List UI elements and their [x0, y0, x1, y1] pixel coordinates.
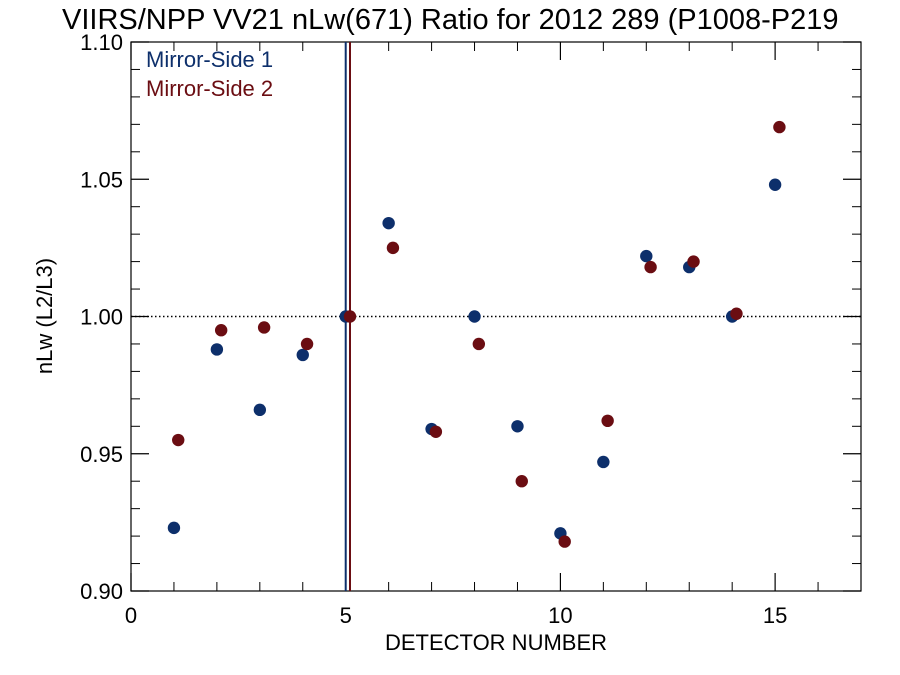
point-series-1	[253, 403, 267, 417]
point-series-2	[343, 310, 357, 323]
x-tick-label: 10	[548, 603, 572, 628]
point-series-2	[172, 433, 185, 447]
point-series-2	[773, 120, 786, 134]
point-series-1	[768, 178, 782, 191]
point-series-2	[601, 414, 614, 428]
y-tick-label: 1.00	[80, 305, 123, 330]
point-series-2	[257, 321, 271, 334]
x-tick-label: 15	[763, 603, 787, 628]
y-tick-label: 1.10	[80, 30, 123, 55]
x-tick-label: 0	[125, 603, 137, 628]
point-series-1	[167, 521, 181, 535]
x-tick-label: 5	[340, 603, 352, 628]
point-series-1	[511, 420, 524, 433]
point-series-2	[558, 535, 571, 548]
point-series-2	[386, 241, 400, 255]
chart-title: VIIRS/NPP VV21 nLw(671) Ratio for 2012 2…	[62, 4, 839, 36]
point-series-1	[210, 343, 224, 356]
y-axis-label: nLw (L2/L3)	[32, 258, 57, 374]
y-tick-label: 0.90	[80, 579, 123, 604]
legend-entry-2: Mirror-Side 2	[146, 76, 273, 101]
y-tick-label: 0.95	[80, 442, 123, 467]
point-series-1	[597, 455, 610, 469]
legend-entry-1: Mirror-Side 1	[146, 47, 273, 72]
data-points	[167, 120, 786, 548]
point-series-1	[468, 310, 481, 323]
y-tick-label: 1.05	[80, 167, 123, 192]
point-series-2	[730, 307, 743, 320]
point-series-2	[515, 475, 528, 488]
x-axis-label: DETECTOR NUMBER	[385, 630, 607, 655]
point-series-2	[472, 337, 486, 351]
point-series-1	[296, 348, 309, 362]
point-series-2	[300, 337, 314, 351]
point-series-2	[687, 255, 700, 268]
legend: Mirror-Side 1 Mirror-Side 2	[146, 47, 273, 101]
point-series-1	[640, 249, 653, 263]
point-series-2	[644, 260, 657, 274]
tick-labels: 0 5 10 15 0.90 0.95 1.00 1.05 1.10	[80, 30, 787, 628]
point-series-2	[429, 425, 443, 438]
point-series-1	[382, 216, 395, 230]
point-series-2	[214, 324, 228, 337]
